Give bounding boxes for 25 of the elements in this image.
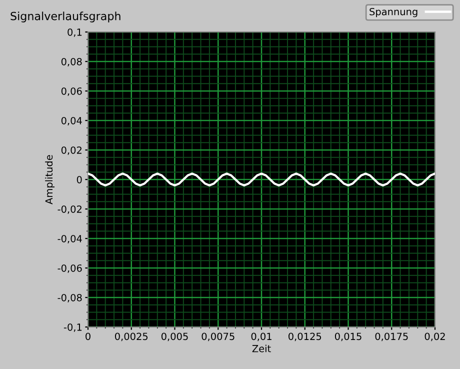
x-tick-label: 0,0025 <box>115 332 148 342</box>
y-tick-label: -0,04 <box>58 234 82 244</box>
y-tick-label: 0,08 <box>61 58 82 66</box>
y-tick-label: 0,1 <box>68 28 82 37</box>
y-tick-label: -0,02 <box>58 205 82 214</box>
y-tick-label: -0,06 <box>58 264 82 273</box>
line-series <box>88 172 435 187</box>
y-axis-title: Amplitude <box>45 155 55 204</box>
x-tick-label: 0,0125 <box>288 332 322 342</box>
y-tick-label: 0,06 <box>61 87 82 96</box>
x-tick-label: 0 <box>86 332 90 340</box>
x-tick-label: 0,02 <box>424 332 445 342</box>
x-tick-label: 0,015 <box>334 332 362 342</box>
y-tick-label: 0,04 <box>61 116 82 126</box>
x-tick-label: 0,0075 <box>202 332 234 342</box>
x-axis-title: Zeit <box>252 344 271 352</box>
x-tick-label: 0,01 <box>251 332 272 342</box>
x-tick-label: 0,0175 <box>375 332 408 342</box>
x-tick-label: 0,005 <box>161 332 188 342</box>
y-tick-label: -0,1 <box>64 323 82 332</box>
y-tick-label: -0,08 <box>58 294 82 302</box>
y-tick-label: 0,02 <box>61 146 82 155</box>
legend-label: Spannung <box>370 8 418 18</box>
y-tick-label: 0 <box>76 176 82 184</box>
chart-title: Signalverlaufsgraph <box>10 12 120 22</box>
